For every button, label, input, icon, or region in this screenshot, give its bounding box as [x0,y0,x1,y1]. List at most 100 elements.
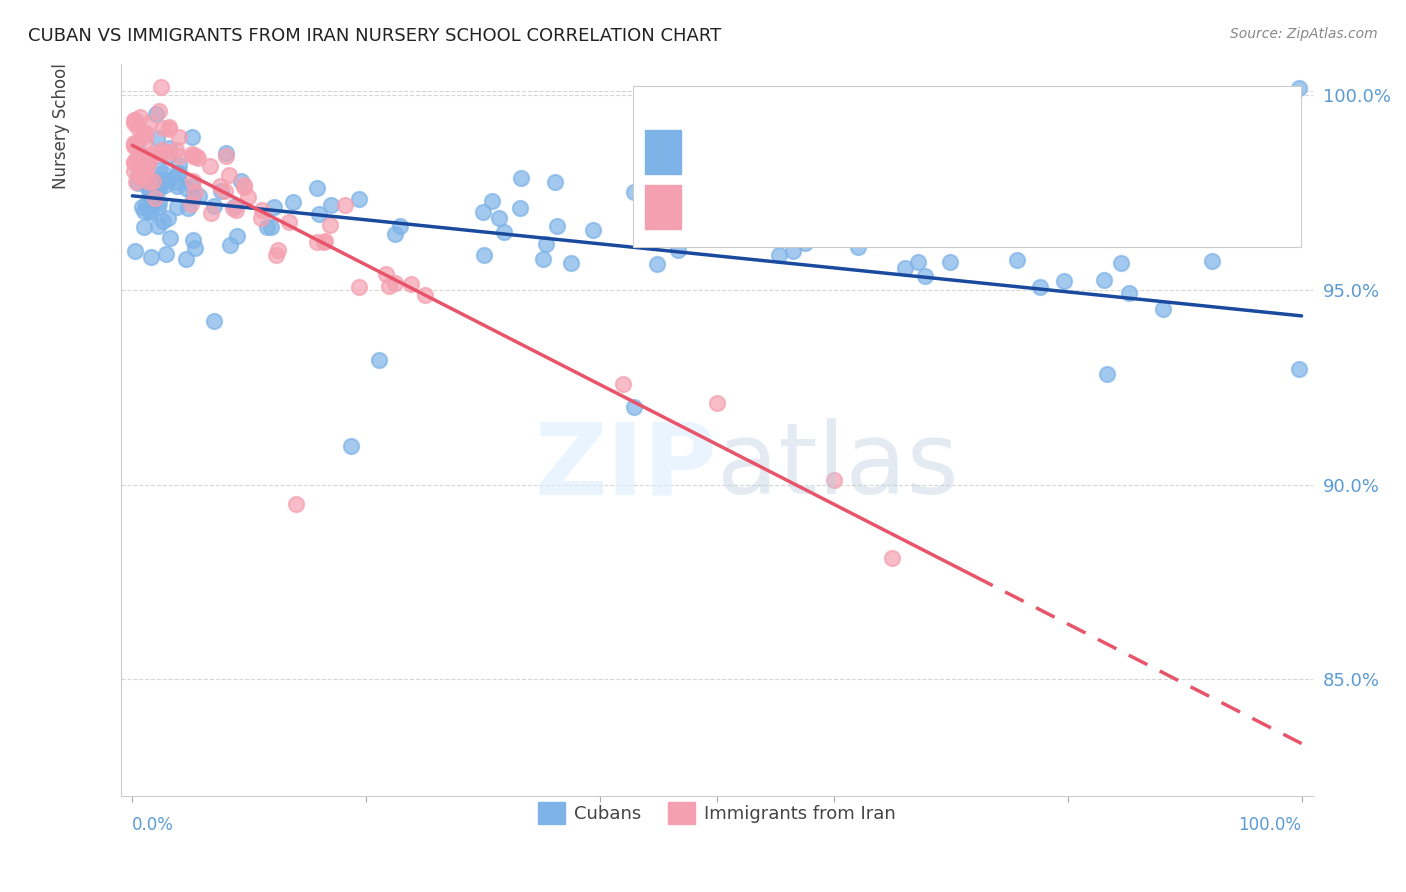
Point [131,130,153,145]
Point [224,199,246,213]
Point [122,113,145,128]
Point [156,173,179,187]
FancyBboxPatch shape [645,185,681,229]
Point [122,136,145,150]
Point [612,376,634,391]
Point [124,113,146,128]
Point [138,183,160,197]
Point [167,166,190,180]
Point [347,192,370,206]
Point [143,191,166,205]
Point [399,277,422,291]
Point [127,169,149,183]
Point [124,244,146,258]
Point [132,171,155,186]
Point [124,163,146,178]
Point [794,236,817,251]
Point [122,155,145,169]
Point [127,121,149,136]
Legend: Cubans, Immigrants from Iran: Cubans, Immigrants from Iran [530,795,903,831]
Text: R =  -0.499   N =  86: R = -0.499 N = 86 [704,198,934,216]
Point [139,250,162,264]
Point [256,220,278,235]
Point [471,205,494,219]
Point [335,198,357,212]
Point [221,201,243,215]
Point [157,120,180,135]
Point [209,184,232,198]
Point [183,189,205,203]
Point [623,400,645,414]
Point [1288,362,1310,376]
Point [882,551,904,566]
Point [134,203,156,218]
Point [142,174,165,188]
Point [374,268,396,282]
Point [340,439,363,453]
Text: 0.0%: 0.0% [132,815,174,834]
Point [148,162,170,177]
Point [645,257,668,271]
Point [152,166,174,180]
Point [138,183,160,197]
Point [142,196,165,211]
Point [159,231,181,245]
Point [177,201,200,215]
Point [139,204,162,219]
FancyBboxPatch shape [634,87,1302,247]
Point [143,145,166,160]
Point [134,126,156,140]
Point [135,150,157,164]
Point [148,219,170,233]
Point [319,198,342,212]
Point [131,165,153,179]
Point [208,179,231,194]
Point [165,143,187,157]
Point [1152,301,1174,316]
Point [218,237,240,252]
Point [139,153,162,167]
Point [314,235,336,249]
Point [183,186,205,200]
Point [1092,273,1115,287]
FancyBboxPatch shape [645,130,681,174]
Point [768,248,790,262]
Point [389,219,412,234]
Point [135,155,157,169]
Point [481,194,503,208]
Point [128,169,150,183]
Point [180,197,202,211]
Point [1029,280,1052,294]
Point [215,146,238,161]
Point [1201,253,1223,268]
Point [202,314,225,328]
Point [367,353,389,368]
Point [146,179,169,194]
Point [138,116,160,130]
Point [153,178,176,193]
Point [236,190,259,204]
Point [136,157,159,171]
Point [146,200,169,214]
Text: atlas: atlas [717,418,959,516]
Point [200,206,222,220]
Point [127,176,149,190]
Point [184,241,207,255]
Point [166,200,188,214]
Point [260,220,283,235]
Point [150,80,173,95]
Text: Nursery School: Nursery School [52,63,70,189]
Point [150,145,173,160]
Point [146,131,169,145]
Point [232,178,254,193]
Point [846,240,869,254]
Point [623,185,645,199]
Point [136,154,159,169]
Point [156,149,179,163]
Text: R =  -0.106   N = 108: R = -0.106 N = 108 [704,128,934,146]
Point [131,147,153,161]
Point [666,244,689,258]
Point [122,156,145,170]
Point [281,194,304,209]
Point [546,219,568,233]
